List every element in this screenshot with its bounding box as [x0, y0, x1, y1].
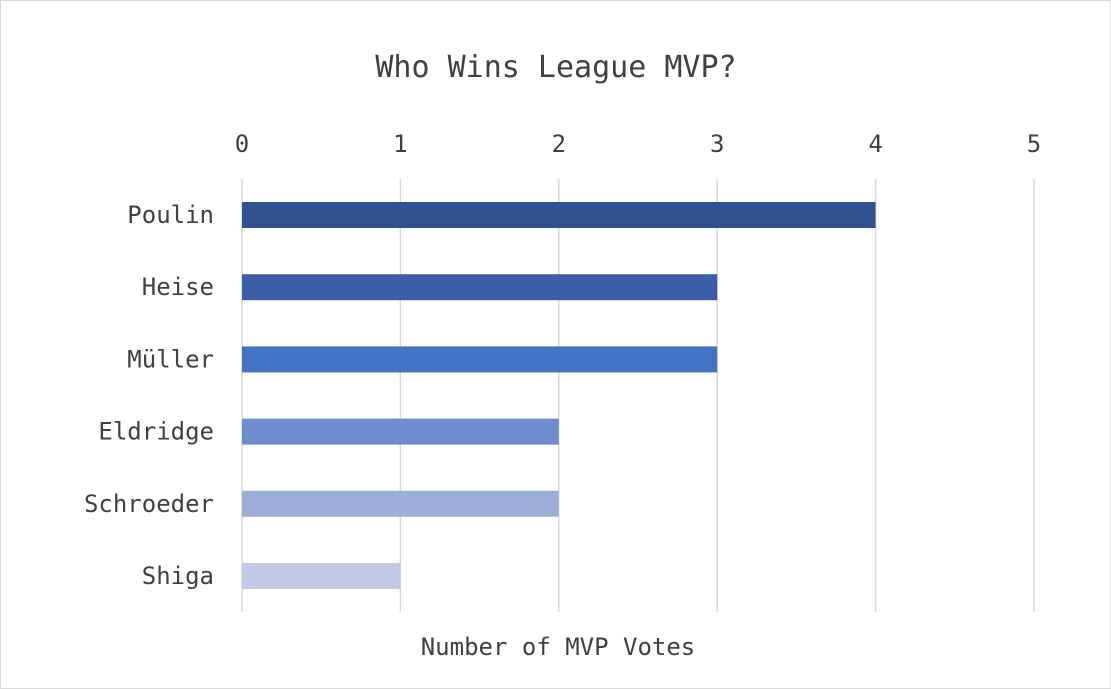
bar [242, 202, 876, 228]
x-tick-label: 3 [710, 130, 724, 158]
x-tick-label: 5 [1027, 130, 1041, 158]
x-tick-label: 0 [235, 130, 249, 158]
x-tick-label: 4 [868, 130, 882, 158]
x-axis-title: Number of MVP Votes [421, 633, 696, 661]
category-label: Müller [127, 345, 214, 373]
category-labels: Poulin Heise Müller Eldridge Schroeder Shiga [84, 201, 214, 590]
x-tick-label: 1 [393, 130, 407, 158]
bars [242, 202, 876, 589]
x-axis-tick-labels: 0 1 2 3 4 5 [235, 130, 1041, 158]
category-label: Poulin [127, 201, 214, 229]
category-label: Schroeder [84, 490, 214, 518]
gridlines [241, 179, 1035, 612]
bar [242, 490, 559, 517]
x-tick-label: 2 [552, 130, 566, 158]
bar [242, 418, 559, 445]
bar [242, 274, 718, 301]
bar [242, 563, 401, 589]
category-label: Eldridge [98, 418, 214, 446]
category-label: Shiga [142, 562, 214, 590]
bar [242, 346, 718, 373]
chart-title: Who Wins League MVP? [375, 50, 736, 85]
category-label: Heise [142, 273, 214, 301]
